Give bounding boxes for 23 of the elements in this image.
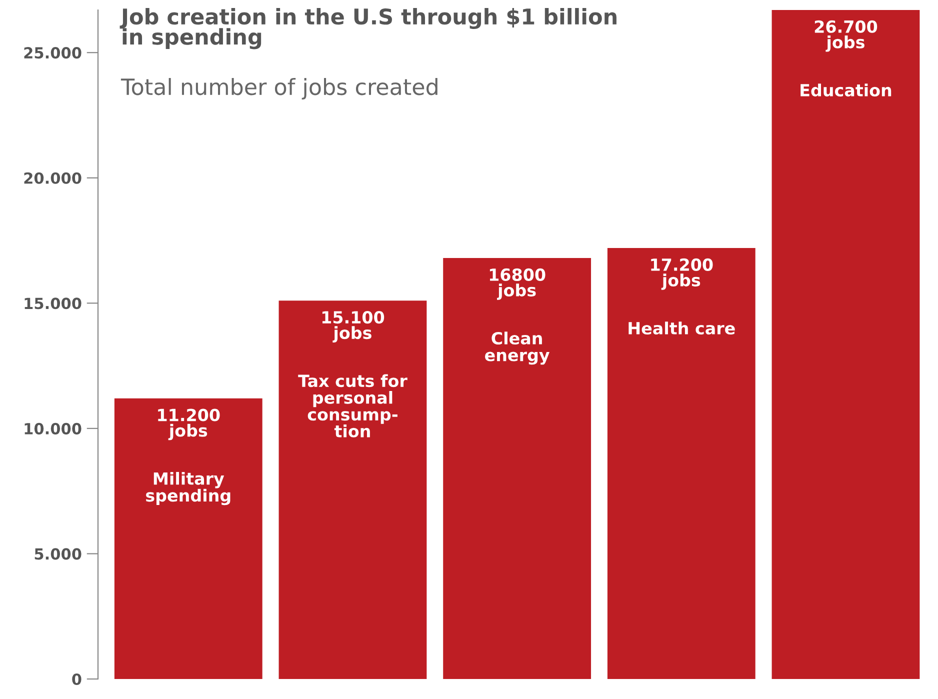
bar — [114, 398, 262, 679]
data-label: 16800 jobs — [490, 268, 546, 300]
chart-title: Job creation in the U.S through $1 billion in spending — [120, 8, 616, 50]
y-tick-label: 20.000 — [24, 172, 82, 184]
data-label: 17.200 jobs — [651, 258, 713, 290]
x-tick-label: Education — [800, 84, 892, 96]
y-tick-label: 10.000 — [24, 422, 82, 434]
y-tick-label: 5.000 — [34, 548, 82, 560]
bar — [772, 10, 920, 679]
text: Total number of jobs created — [120, 78, 438, 100]
data-label: 11.200 jobs — [158, 408, 220, 440]
x-tick-label: Military spending — [146, 472, 230, 506]
data-label: 15.100 jobs — [322, 310, 384, 342]
y-tick-label: 15.000 — [24, 298, 82, 310]
bar — [278, 300, 427, 679]
x-tick-label: Health care — [628, 322, 735, 335]
y-tick-label: 0 — [72, 673, 82, 686]
x-tick-label: Tax cuts for personal consump- tion — [298, 374, 408, 438]
x-tick-label: Clean energy — [485, 332, 550, 365]
bar — [607, 248, 756, 679]
y-tick-label: 25.000 — [24, 47, 82, 59]
bar — [443, 258, 592, 679]
data-label: 26.700 jobs — [814, 20, 878, 52]
